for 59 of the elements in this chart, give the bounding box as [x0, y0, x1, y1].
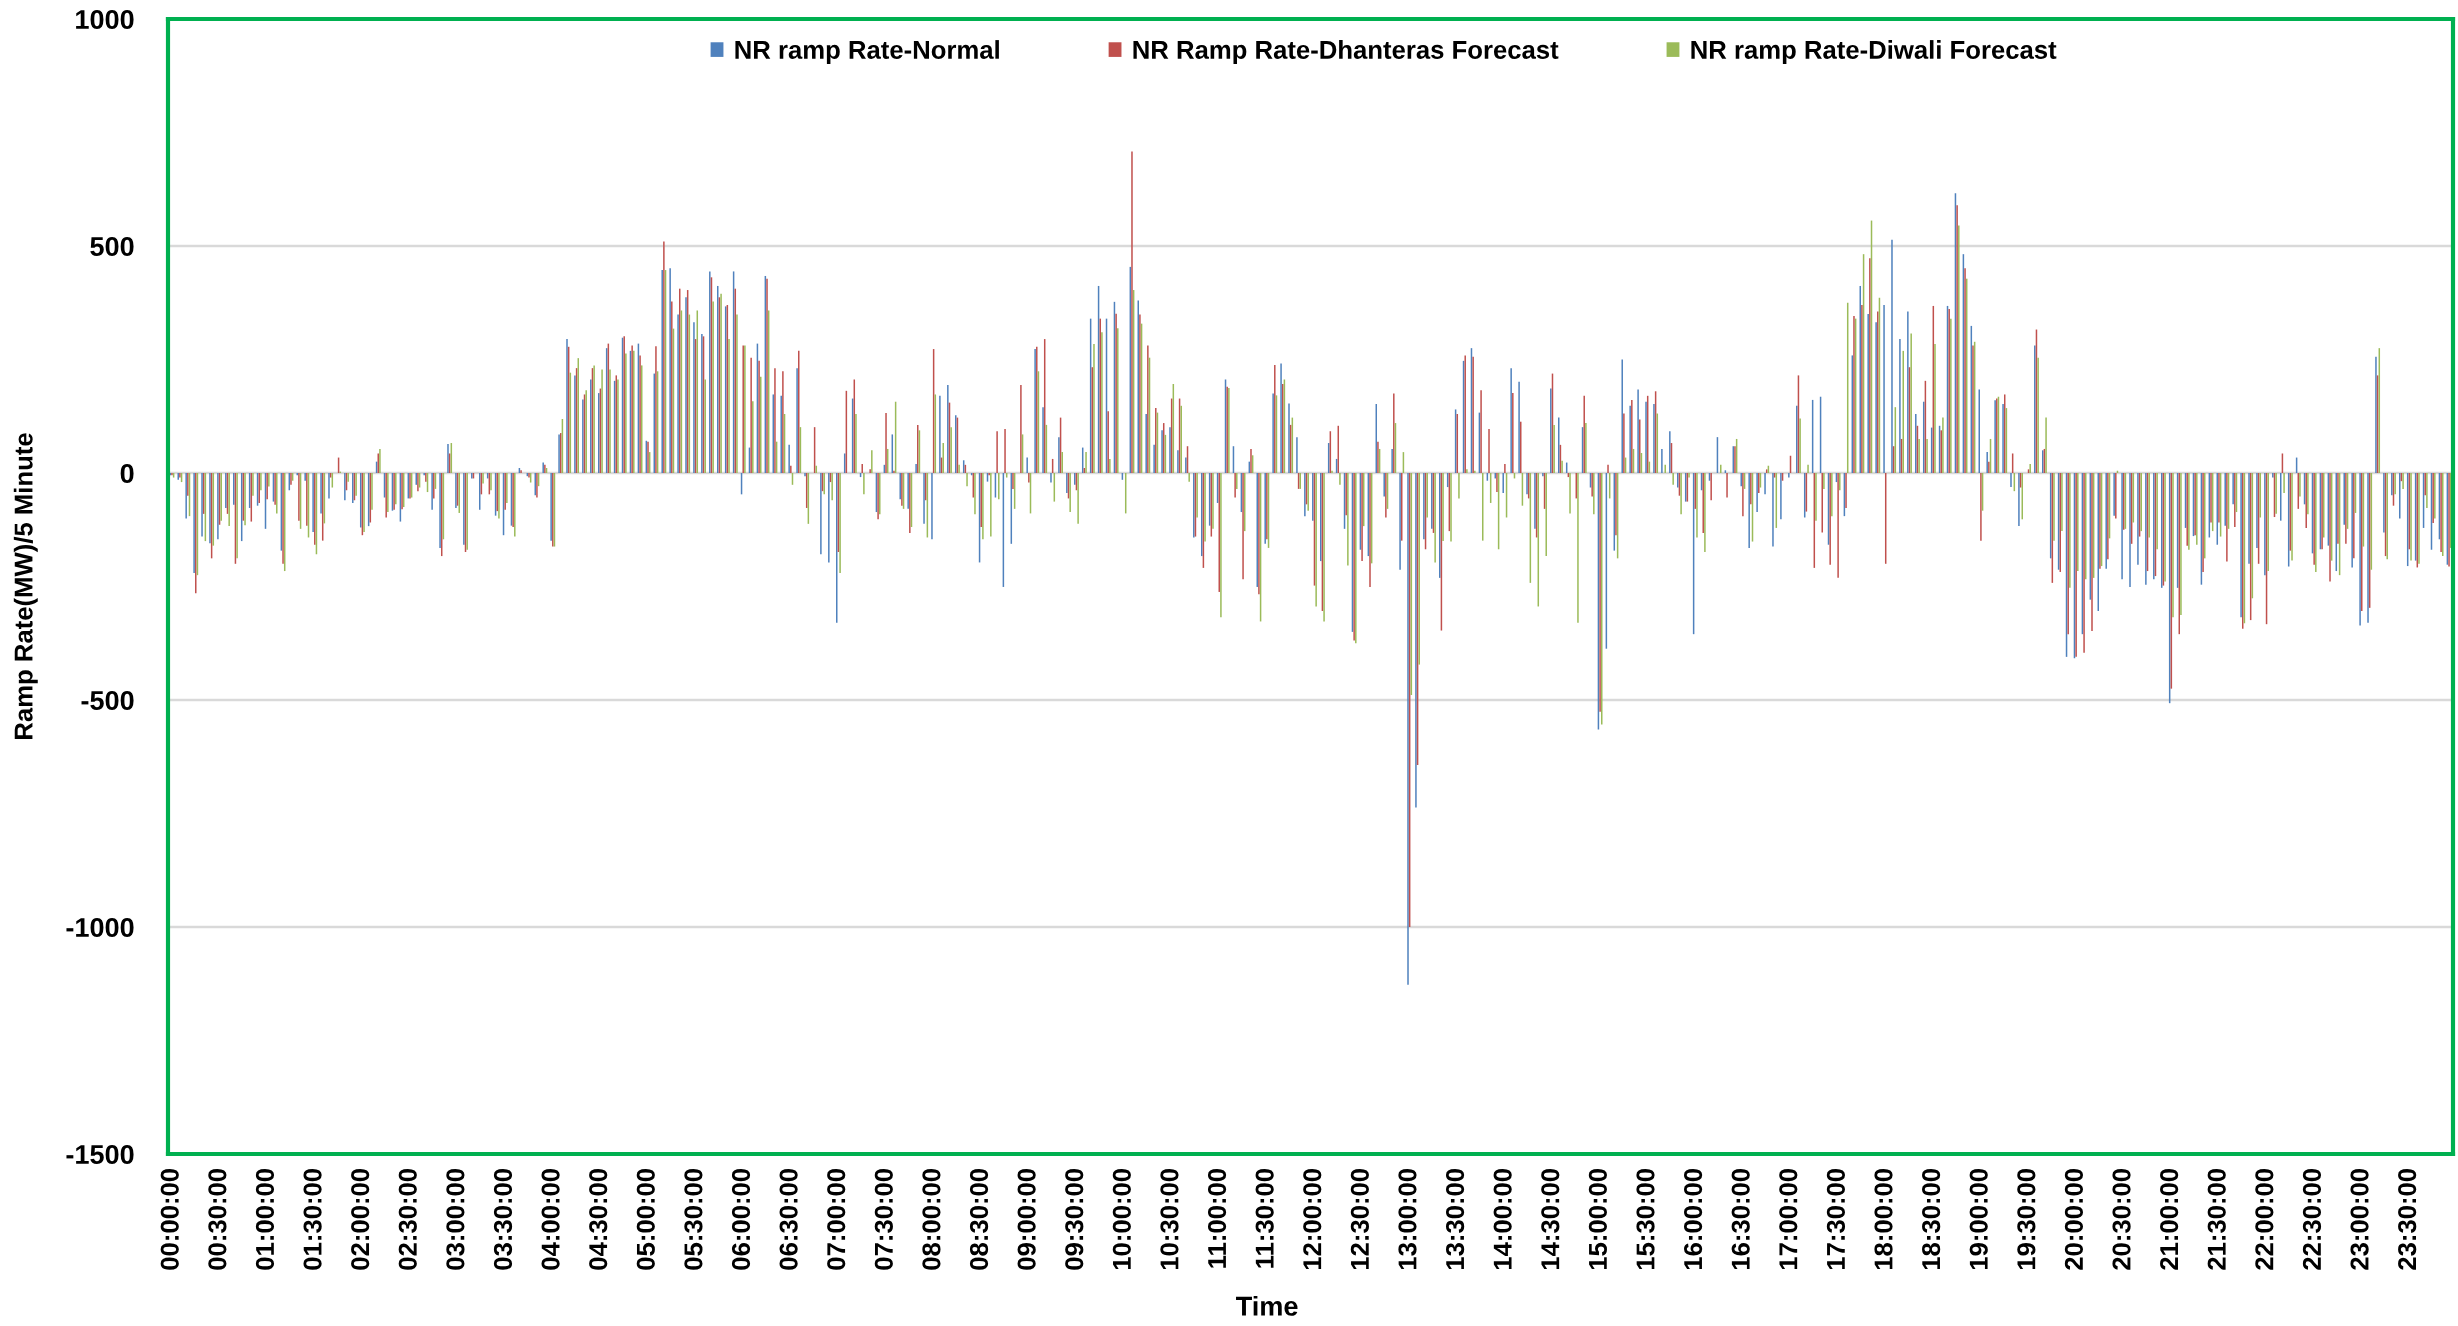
x-tick-label: 08:00:00	[922, 1168, 941, 1270]
x-tick-label: 00:30:00	[208, 1168, 227, 1270]
x-tick-label: 11:00:00	[1207, 1168, 1227, 1268]
x-tick-label: 03:30:00	[493, 1168, 513, 1270]
x-tick-label: 16:30:00	[1731, 1168, 1750, 1270]
x-tick-label: 14:00:00	[1493, 1168, 1512, 1270]
x-tick-label: 08:30:00	[969, 1168, 989, 1270]
x-tick-label: 19:00:00	[1969, 1168, 1988, 1270]
x-tick-label: 07:00:00	[827, 1168, 846, 1270]
y-axis-title: Ramp Rate(MW)/5 Minute	[13, 433, 38, 739]
x-tick-label: 10:00:00	[1112, 1168, 1131, 1270]
x-tick-label: 18:00:00	[1874, 1168, 1893, 1270]
x-tick-label: 09:30:00	[1065, 1168, 1084, 1270]
legend-label: NR ramp Rate-Normal	[735, 40, 999, 65]
y-tick-label: -500	[81, 690, 134, 711]
x-tick-label: 05:30:00	[684, 1168, 703, 1270]
legend-label: NR ramp Rate-Diwali Forecast	[1691, 40, 2057, 65]
x-tick-label: 04:00:00	[541, 1168, 560, 1270]
x-tick-label: 06:30:00	[779, 1168, 798, 1270]
x-tick-label: 15:00:00	[1588, 1168, 1607, 1270]
x-tick-label: 23:00:00	[2350, 1168, 2369, 1270]
x-tick-label: 05:00:00	[636, 1168, 655, 1270]
x-tick-label: 07:30:00	[874, 1168, 893, 1270]
legend-label: NR Ramp Rate-Dhanteras Forecast	[1133, 40, 1559, 65]
x-tick-label: 16:00:00	[1684, 1168, 1703, 1270]
x-tick-label: 20:30:00	[2112, 1168, 2131, 1270]
x-tick-label: 20:00:00	[2064, 1168, 2084, 1270]
x-tick-label: 18:30:00	[1922, 1168, 1941, 1270]
x-tick-label: 19:30:00	[2017, 1168, 2036, 1270]
y-tick-label: 500	[90, 236, 134, 257]
x-tick-label: 10:30:00	[1160, 1168, 1179, 1270]
x-tick-label: 03:00:00	[446, 1168, 465, 1270]
x-tick-label: 12:30:00	[1350, 1168, 1369, 1270]
x-axis-title: Time	[1236, 1295, 1298, 1316]
x-tick-label: 09:00:00	[1017, 1168, 1036, 1270]
y-tick-label: -1000	[66, 917, 134, 938]
x-tick-label: 21:30:00	[2207, 1168, 2226, 1270]
x-tick-label: 11:30:00	[1255, 1168, 1274, 1268]
x-tick-label: 13:00:00	[1398, 1168, 1417, 1270]
x-tick-label: 14:30:00	[1541, 1168, 1560, 1270]
x-tick-label: 15:30:00	[1636, 1168, 1655, 1270]
x-tick-label: 06:00:00	[731, 1168, 751, 1270]
x-tick-label: 23:30:00	[2398, 1168, 2417, 1270]
y-tick-label: 0	[120, 463, 134, 484]
x-tick-label: 02:00:00	[351, 1168, 370, 1270]
x-tick-label: 01:00:00	[255, 1168, 275, 1270]
x-tick-label: 12:00:00	[1303, 1168, 1322, 1270]
x-tick-label: 22:00:00	[2255, 1168, 2274, 1270]
x-tick-label: 22:30:00	[2302, 1168, 2322, 1270]
x-tick-label: 17:00:00	[1779, 1168, 1798, 1270]
y-tick-label: 1000	[76, 9, 134, 30]
x-tick-label: 04:30:00	[589, 1168, 608, 1270]
x-tick-label: 02:30:00	[398, 1168, 417, 1270]
y-tick-label: -1500	[66, 1144, 134, 1165]
x-tick-label: 17:30:00	[1826, 1168, 1846, 1270]
x-tick-label: 21:00:00	[2160, 1168, 2179, 1270]
x-tick-label: 13:30:00	[1445, 1168, 1465, 1270]
x-tick-label: 00:00:00	[160, 1168, 179, 1270]
x-tick-label: 01:30:00	[303, 1168, 322, 1270]
